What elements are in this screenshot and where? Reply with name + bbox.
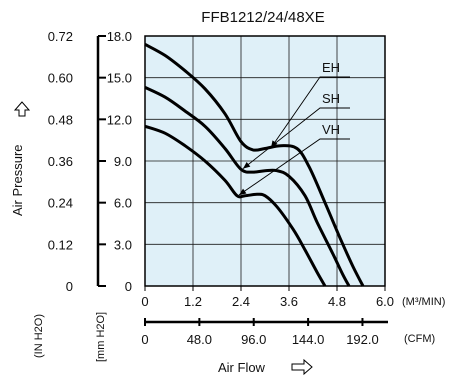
leader-arrowhead bbox=[243, 161, 251, 169]
series-vh-line bbox=[144, 124, 327, 287]
y-tick-label: 0 bbox=[125, 279, 132, 294]
series-eh-label: EH bbox=[322, 60, 340, 75]
leader-line bbox=[238, 138, 350, 196]
y-secondary-tick-label: 0.60 bbox=[48, 71, 73, 86]
x-tick-label: 4.8 bbox=[328, 294, 346, 309]
x-secondary-tick-label: 0 bbox=[141, 332, 148, 347]
leader-arrowhead bbox=[239, 188, 247, 196]
y-tick-label: 3.0 bbox=[114, 237, 132, 252]
x-axis-primary-ticks: 0 1.2 2.4 3.6 4.8 6.0 bbox=[141, 286, 394, 309]
x-axis-secondary-unit: (CFM) bbox=[404, 333, 435, 345]
series-vh-label: VH bbox=[322, 122, 340, 137]
x-axis-label: Air Flow bbox=[218, 360, 266, 375]
series-annotations: EH SH VH bbox=[238, 60, 350, 196]
x-axis-primary-unit: (M³/MIN) bbox=[402, 296, 445, 308]
y-tick-label: 6.0 bbox=[114, 196, 132, 211]
curves bbox=[144, 42, 365, 287]
x-secondary-tick-label: 48.0 bbox=[187, 332, 212, 347]
series-eh-line bbox=[144, 42, 365, 287]
leader-line bbox=[270, 76, 350, 149]
series-sh-label: SH bbox=[322, 91, 340, 106]
y-tick-label: 9.0 bbox=[114, 154, 132, 169]
y-secondary-tick-label: 0.36 bbox=[48, 154, 73, 169]
x-tick-label: 6.0 bbox=[376, 294, 394, 309]
y-axis-secondary-ticks: 0 0.12 0.24 0.36 0.48 0.60 0.72 bbox=[48, 29, 73, 294]
y-secondary-tick-label: 0.24 bbox=[48, 196, 73, 211]
y-tick-label: 12.0 bbox=[107, 112, 132, 127]
x-tick-label: 0 bbox=[141, 294, 148, 309]
y-secondary-tick-label: 0 bbox=[66, 279, 73, 294]
y-axis-label: Air Pressure bbox=[10, 144, 25, 216]
y-secondary-tick-label: 0.48 bbox=[48, 112, 73, 127]
x-secondary-tick-label: 192.0 bbox=[346, 332, 379, 347]
leader-line bbox=[242, 107, 350, 169]
x-tick-label: 1.2 bbox=[184, 294, 202, 309]
x-secondary-tick-label: 96.0 bbox=[241, 332, 266, 347]
x-tick-label: 2.4 bbox=[232, 294, 250, 309]
x-tick-label: 3.6 bbox=[280, 294, 298, 309]
x-secondary-tick-label: 144.0 bbox=[292, 332, 325, 347]
y-axis-primary-unit: [mm H2O] bbox=[95, 312, 107, 362]
x-axis-secondary-ticks: 0 48.0 96.0 144.0 192.0 bbox=[141, 318, 379, 347]
plot-frame bbox=[144, 35, 386, 287]
y-secondary-tick-label: 0.12 bbox=[48, 237, 73, 252]
y-secondary-tick-label: 0.72 bbox=[48, 29, 73, 44]
y-tick-label: 18.0 bbox=[107, 29, 132, 44]
series-sh-line bbox=[144, 86, 351, 287]
y-axis-secondary-unit: (IN H2O) bbox=[33, 314, 45, 358]
grid bbox=[145, 36, 385, 286]
y-axis-primary-ticks: 0 3.0 6.0 9.0 12.0 15.0 18.0 bbox=[98, 29, 132, 294]
arrow-up-outline-icon bbox=[13, 101, 31, 117]
y-tick-label: 15.0 bbox=[107, 71, 132, 86]
arrow-right-outline-icon bbox=[291, 358, 313, 376]
chart-title: FFB1212/24/48XE bbox=[201, 9, 324, 26]
